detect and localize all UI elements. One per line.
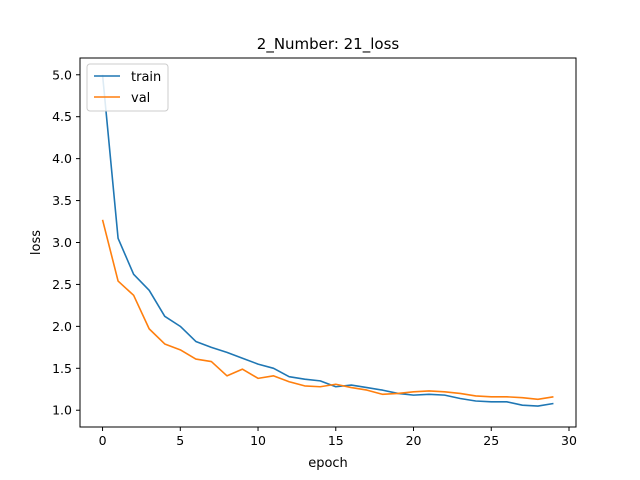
legend-label-train: train (131, 70, 161, 85)
y-tick-label: 3.0 (52, 235, 72, 250)
legend: train val (86, 63, 169, 112)
y-axis-label: loss (29, 230, 44, 255)
x-tick-label: 15 (328, 433, 344, 448)
x-tick-label: 30 (561, 433, 577, 448)
series-line-val (101, 219, 554, 401)
series-line-train (101, 74, 554, 407)
x-tick-label: 25 (483, 433, 499, 448)
chart-title: 2_Number: 21_loss (257, 35, 400, 54)
x-axis-label: epoch (308, 456, 348, 471)
y-tick-label: 4.0 (52, 151, 72, 166)
x-tick-label: 10 (250, 433, 266, 448)
series-layer (101, 74, 554, 407)
y-axis: 1.0 1.5 2.0 2.5 3.0 3.5 4.0 4.5 5.0 (52, 67, 80, 418)
y-tick-label: 2.0 (52, 319, 72, 334)
x-tick-label: 20 (406, 433, 422, 448)
y-tick-label: 3.5 (52, 193, 72, 208)
y-tick-label: 5.0 (52, 67, 72, 82)
x-axis: 0 5 10 15 20 25 30 (99, 427, 577, 448)
plot-frame (79, 57, 577, 428)
y-tick-label: 2.5 (52, 277, 72, 292)
x-tick-label: 0 (99, 433, 107, 448)
legend-label-val: val (131, 91, 150, 106)
x-tick-label: 5 (176, 433, 184, 448)
y-tick-label: 1.5 (52, 361, 72, 376)
y-tick-label: 4.5 (52, 109, 72, 124)
y-tick-label: 1.0 (52, 403, 72, 418)
